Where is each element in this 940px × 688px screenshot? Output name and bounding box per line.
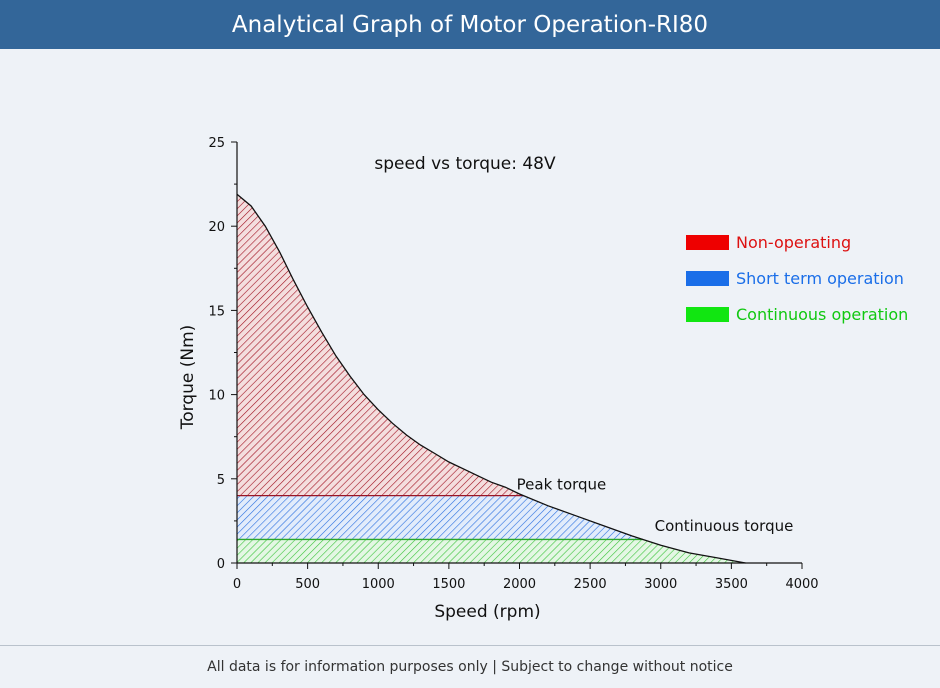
y-tick-label: 5 xyxy=(217,473,225,488)
x-tick-label: 4000 xyxy=(785,577,818,592)
operating-regions xyxy=(236,193,746,564)
footer-divider xyxy=(0,645,940,646)
x-tick-label: 0 xyxy=(233,577,241,592)
legend-swatch-non-operating xyxy=(686,235,729,250)
y-axis-label: Torque (Nm) xyxy=(178,325,198,431)
legend-swatch-short-term xyxy=(686,271,729,286)
footer: All data is for information purposes onl… xyxy=(0,646,940,688)
y-tick-label: 0 xyxy=(217,557,225,572)
footer-disclaimer: All data is for information purposes onl… xyxy=(207,659,733,675)
legend-swatch-continuous xyxy=(686,307,729,322)
x-tick-label: 2000 xyxy=(503,577,536,592)
y-tick-label: 25 xyxy=(208,136,225,151)
header-bar: Analytical Graph of Motor Operation-RI80 xyxy=(0,0,940,49)
x-axis-label: Speed (rpm) xyxy=(434,602,540,622)
y-tick-label: 10 xyxy=(208,389,225,404)
chart-labels: Speed (rpm) Torque (Nm) speed vs torque: 4… xyxy=(178,154,793,622)
chart-title: speed vs torque: 48V xyxy=(374,154,556,174)
x-tick-label: 1000 xyxy=(362,577,395,592)
continuous-torque-annotation: Continuous torque xyxy=(655,517,794,535)
legend-label-continuous: Continuous operation xyxy=(736,305,909,324)
legend-item-short-term: Short term operation xyxy=(686,269,904,288)
y-tick-label: 15 xyxy=(208,304,225,319)
chart-axes: 0 500 1000 1500 2000 2500 3000 3500 4000 0 5 10 15 20… xyxy=(208,136,818,592)
x-tick-label: 1500 xyxy=(432,577,465,592)
non-operating-region xyxy=(237,194,524,496)
continuous-region xyxy=(237,539,746,563)
page-title: Analytical Graph of Motor Operation-RI80 xyxy=(231,11,709,38)
legend-item-continuous: Continuous operation xyxy=(686,305,908,324)
x-tick-label: 500 xyxy=(295,577,320,592)
peak-torque-annotation: Peak torque xyxy=(517,475,607,493)
legend-item-non-operating: Non-operating xyxy=(686,233,851,252)
legend-label-short-term: Short term operation xyxy=(736,269,904,288)
y-tick-label: 20 xyxy=(208,220,225,235)
torque-curve xyxy=(236,193,746,564)
x-tick-label: 2500 xyxy=(574,577,607,592)
short-term-region xyxy=(237,495,643,540)
legend-label-non-operating: Non-operating xyxy=(736,233,852,252)
x-tick-label: 3000 xyxy=(644,577,677,592)
speed-torque-chart: 0 500 1000 1500 2000 2500 3000 3500 4000 0 5 10 15 20… xyxy=(178,136,819,622)
x-tick-label: 3500 xyxy=(715,577,748,592)
